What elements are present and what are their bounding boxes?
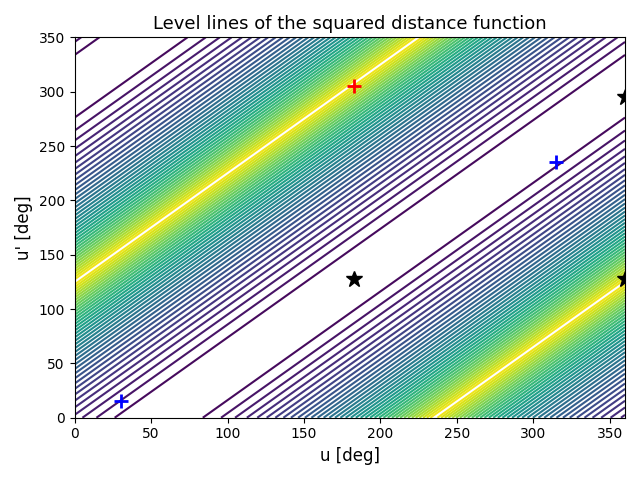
Title: Level lines of the squared distance function: Level lines of the squared distance func… [153,15,547,33]
Y-axis label: u' [deg]: u' [deg] [15,195,33,260]
X-axis label: u [deg]: u [deg] [320,447,380,465]
